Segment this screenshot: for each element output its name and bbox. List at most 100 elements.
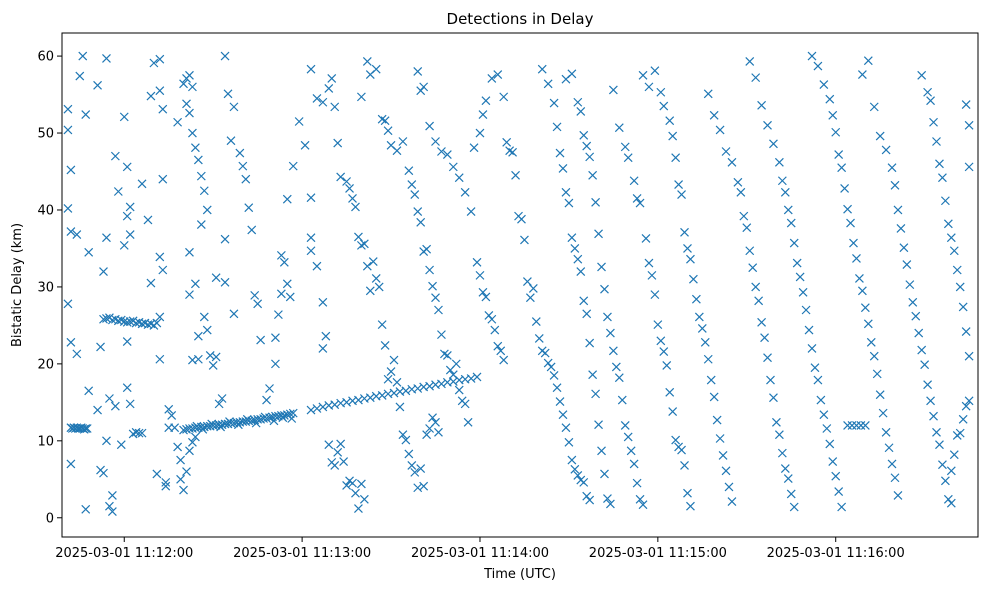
data-point-marker bbox=[902, 260, 912, 270]
data-point-marker bbox=[336, 439, 346, 449]
data-point-marker bbox=[410, 467, 420, 477]
data-point-marker bbox=[677, 445, 686, 455]
data-point-marker bbox=[567, 455, 577, 465]
data-point-marker bbox=[330, 400, 340, 410]
data-point-marker bbox=[158, 104, 168, 114]
data-point-marker bbox=[709, 110, 719, 120]
data-point-marker bbox=[949, 246, 959, 256]
data-point-marker bbox=[99, 314, 108, 324]
data-point-marker bbox=[549, 370, 559, 380]
data-point-marker bbox=[579, 130, 589, 140]
data-point-marker bbox=[961, 327, 971, 336]
y-tick-label: 50 bbox=[37, 127, 54, 142]
data-point-marker bbox=[493, 70, 503, 79]
data-point-marker bbox=[217, 394, 227, 403]
data-point-marker bbox=[680, 461, 689, 470]
data-point-marker bbox=[122, 162, 132, 172]
data-point-marker bbox=[825, 439, 835, 449]
data-point-marker bbox=[549, 98, 559, 108]
data-point-marker bbox=[82, 424, 92, 433]
plot-frame bbox=[61, 32, 979, 538]
data-point-marker bbox=[857, 286, 867, 296]
data-point-marker bbox=[342, 397, 352, 407]
chart-title: Detections in Delay bbox=[447, 10, 594, 28]
data-point-marker bbox=[122, 317, 132, 327]
data-point-marker bbox=[567, 233, 577, 243]
data-point-marker bbox=[356, 479, 366, 489]
data-point-marker bbox=[763, 120, 772, 130]
data-point-marker bbox=[185, 108, 194, 118]
data-point-marker bbox=[721, 147, 731, 156]
data-point-marker bbox=[253, 299, 263, 309]
data-point-marker bbox=[466, 207, 476, 216]
data-point-marker bbox=[442, 150, 452, 160]
data-point-marker bbox=[843, 421, 852, 430]
data-point-marker bbox=[813, 375, 823, 385]
data-point-marker bbox=[789, 238, 799, 248]
data-point-marker bbox=[938, 460, 947, 470]
data-point-marker bbox=[413, 67, 423, 76]
data-point-marker bbox=[946, 498, 956, 508]
data-point-marker bbox=[229, 102, 239, 112]
data-point-marker bbox=[849, 238, 858, 248]
data-point-marker bbox=[339, 457, 349, 467]
data-point-marker bbox=[807, 51, 817, 61]
data-point-marker bbox=[935, 159, 944, 169]
scatter-markers bbox=[63, 51, 974, 517]
data-point-marker bbox=[262, 395, 271, 405]
data-point-marker bbox=[496, 346, 506, 356]
data-point-marker bbox=[620, 421, 630, 430]
data-point-marker bbox=[155, 312, 165, 322]
data-point-marker bbox=[431, 137, 440, 146]
data-point-marker bbox=[330, 102, 340, 112]
data-point-marker bbox=[351, 488, 360, 498]
data-point-marker bbox=[831, 127, 841, 137]
data-point-marker bbox=[881, 145, 891, 155]
data-point-marker bbox=[125, 230, 135, 240]
data-point-marker bbox=[211, 352, 221, 362]
data-point-marker bbox=[152, 469, 162, 479]
data-point-marker bbox=[881, 427, 891, 437]
data-point-marker bbox=[143, 215, 153, 225]
data-point-marker bbox=[534, 334, 544, 343]
data-point-marker bbox=[751, 282, 761, 292]
data-point-marker bbox=[185, 446, 194, 456]
data-point-marker bbox=[66, 459, 76, 469]
data-point-marker bbox=[271, 359, 280, 369]
data-point-marker bbox=[650, 290, 660, 300]
data-point-marker bbox=[351, 202, 360, 212]
data-point-marker bbox=[472, 257, 482, 267]
data-point-marker bbox=[383, 374, 393, 384]
data-point-marker bbox=[644, 258, 654, 268]
data-point-marker bbox=[244, 203, 254, 213]
data-point-marker bbox=[377, 114, 387, 124]
data-point-marker bbox=[552, 383, 562, 393]
data-point-marker bbox=[487, 73, 497, 83]
data-point-marker bbox=[460, 187, 470, 197]
data-point-marker bbox=[543, 79, 553, 89]
data-point-marker bbox=[247, 225, 257, 235]
data-point-marker bbox=[608, 85, 618, 95]
data-point-marker bbox=[905, 280, 915, 290]
data-point-marker bbox=[312, 93, 322, 103]
data-point-marker bbox=[176, 474, 186, 484]
data-point-marker bbox=[122, 211, 132, 221]
data-point-marker bbox=[958, 414, 968, 424]
data-point-marker bbox=[318, 402, 328, 412]
data-point-marker bbox=[564, 437, 574, 447]
data-point-marker bbox=[226, 136, 236, 146]
data-point-marker bbox=[342, 481, 352, 490]
x-tick-label: 2025-03-01 11:12:00 bbox=[55, 546, 193, 561]
data-point-marker bbox=[380, 116, 390, 126]
data-point-marker bbox=[190, 143, 200, 153]
data-point-marker bbox=[345, 184, 354, 193]
data-point-marker bbox=[312, 261, 322, 271]
data-point-marker bbox=[822, 424, 832, 433]
data-point-marker bbox=[188, 128, 197, 138]
data-point-marker bbox=[751, 73, 761, 83]
data-point-marker bbox=[155, 252, 165, 262]
data-point-marker bbox=[908, 297, 918, 307]
data-point-marker bbox=[623, 153, 633, 163]
data-point-marker bbox=[164, 404, 174, 414]
data-point-marker bbox=[786, 489, 796, 499]
